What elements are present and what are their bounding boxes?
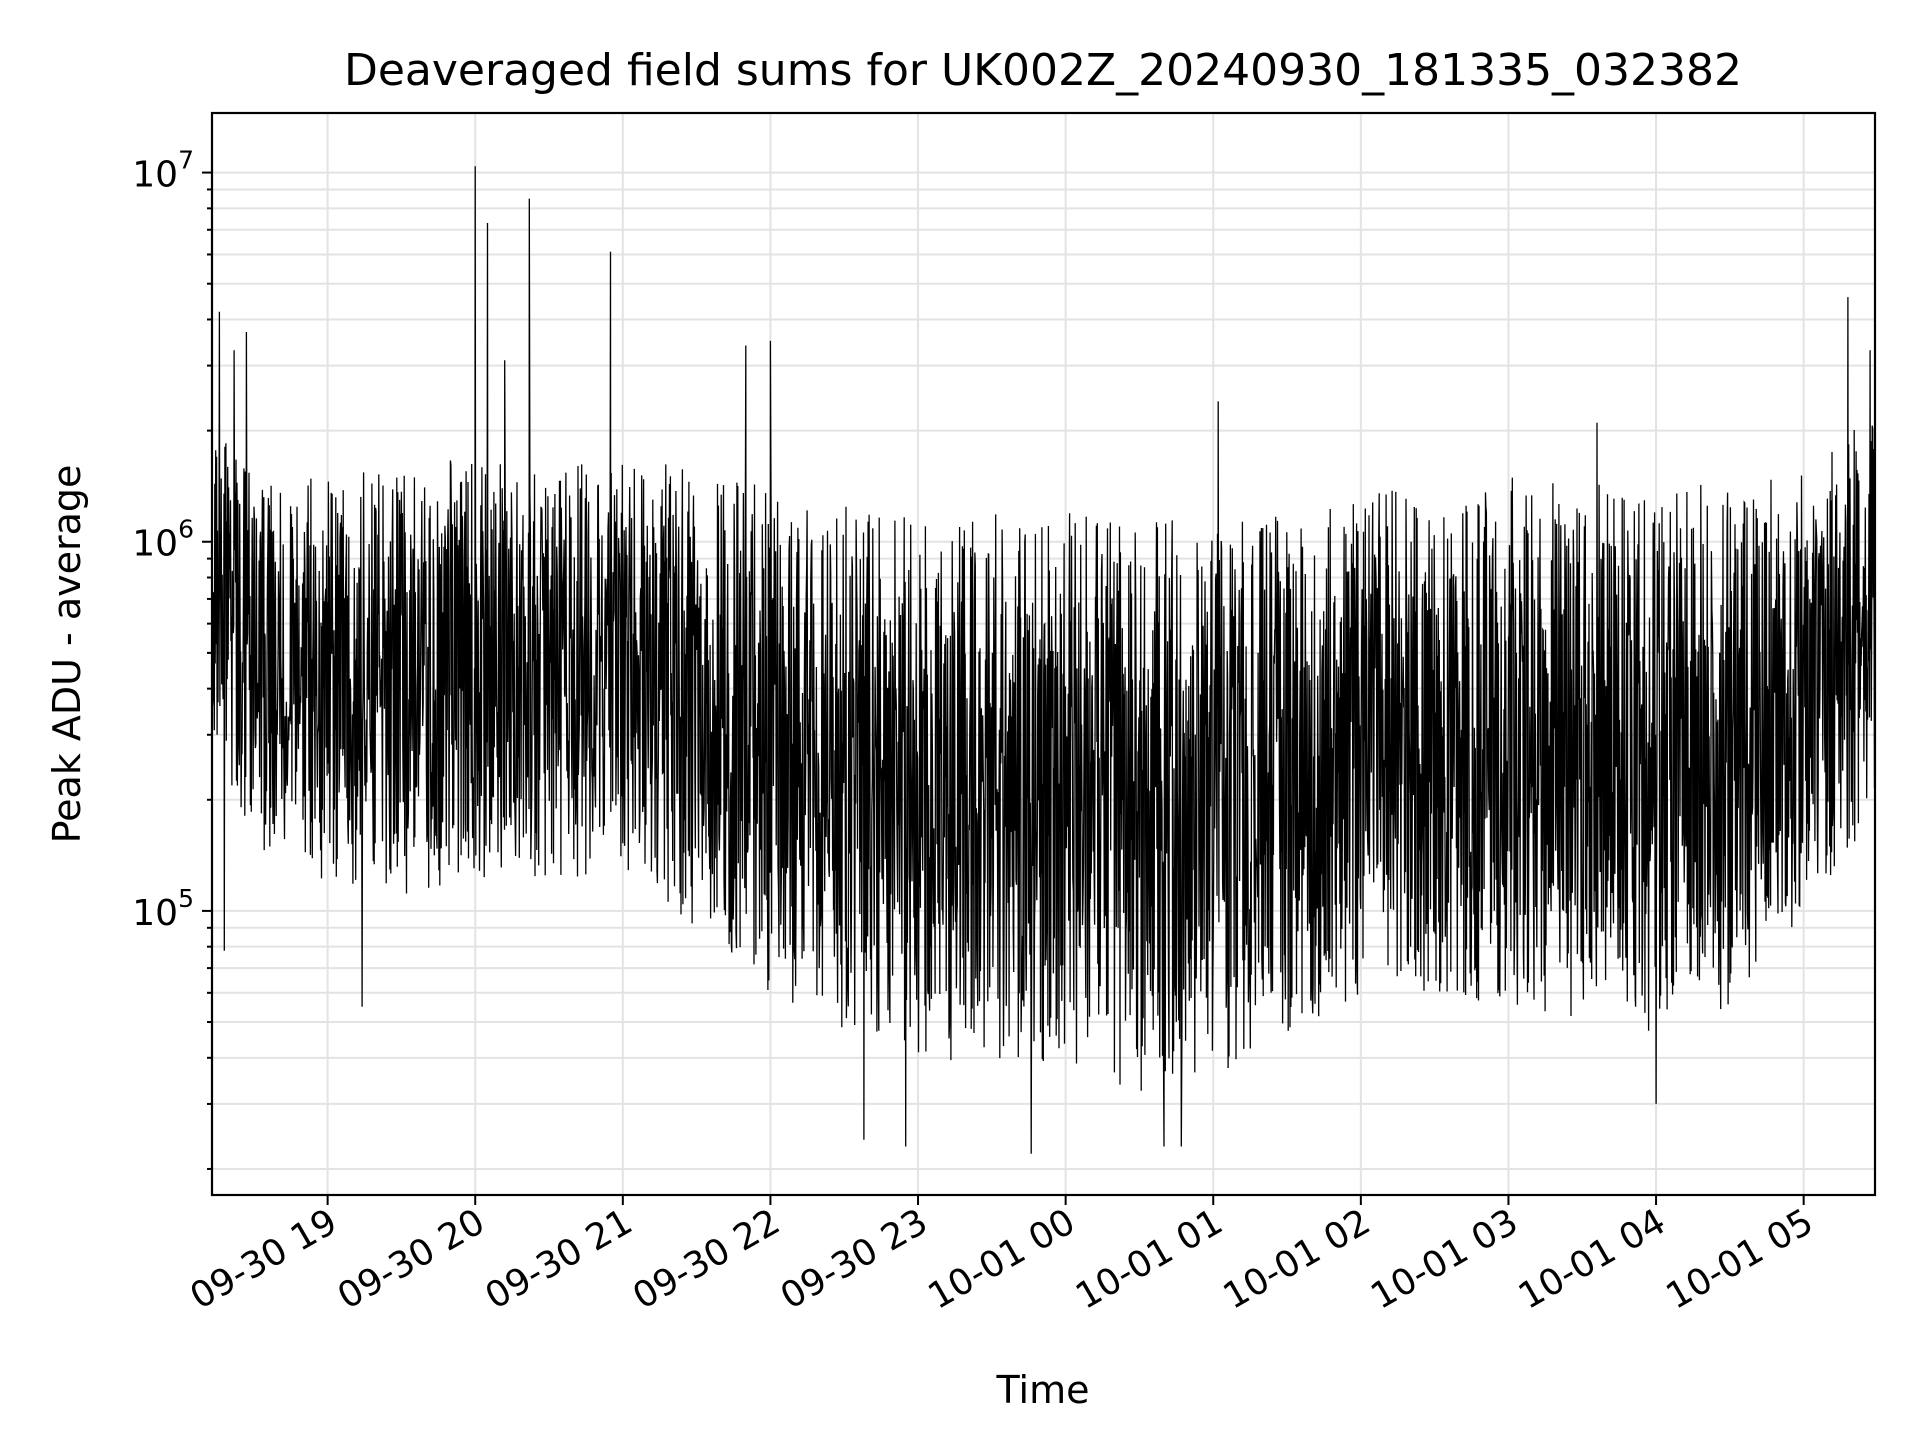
y-tick-exponent: 6 xyxy=(178,515,194,544)
x-tick-label: 10-01 05 xyxy=(1659,1201,1820,1317)
y-tick-base: 10 xyxy=(132,524,178,565)
y-axis-label: Peak ADU - average xyxy=(45,465,89,844)
x-axis-label: Time xyxy=(996,1368,1090,1412)
chart-title: Deaveraged field sums for UK002Z_2024093… xyxy=(344,45,1742,96)
data-series-group xyxy=(211,166,1876,1154)
y-tick-label: 106 xyxy=(132,515,194,565)
x-tick-label: 10-01 03 xyxy=(1364,1201,1525,1317)
x-tick-label: 10-01 00 xyxy=(921,1201,1082,1317)
x-tick-label: 09-30 19 xyxy=(183,1201,344,1317)
x-tick-label: 10-01 01 xyxy=(1069,1201,1230,1317)
y-tick-label: 107 xyxy=(132,146,194,196)
x-tick-label: 10-01 02 xyxy=(1217,1201,1378,1317)
plot-frame xyxy=(210,111,1877,1197)
y-tick-label: 105 xyxy=(132,884,194,934)
series-line xyxy=(211,166,1876,1154)
y-tick-exponent: 5 xyxy=(178,884,194,913)
y-tick-exponent: 7 xyxy=(178,146,194,175)
x-tick-label: 09-30 20 xyxy=(331,1201,492,1317)
x-tick-label: 09-30 21 xyxy=(479,1201,640,1317)
x-tick-label: 09-30 23 xyxy=(774,1201,935,1317)
y-tick-base: 10 xyxy=(132,893,178,934)
x-tick-label: 09-30 22 xyxy=(626,1201,787,1317)
x-tick-label: 10-01 04 xyxy=(1512,1201,1673,1317)
y-tick-base: 10 xyxy=(132,155,178,196)
